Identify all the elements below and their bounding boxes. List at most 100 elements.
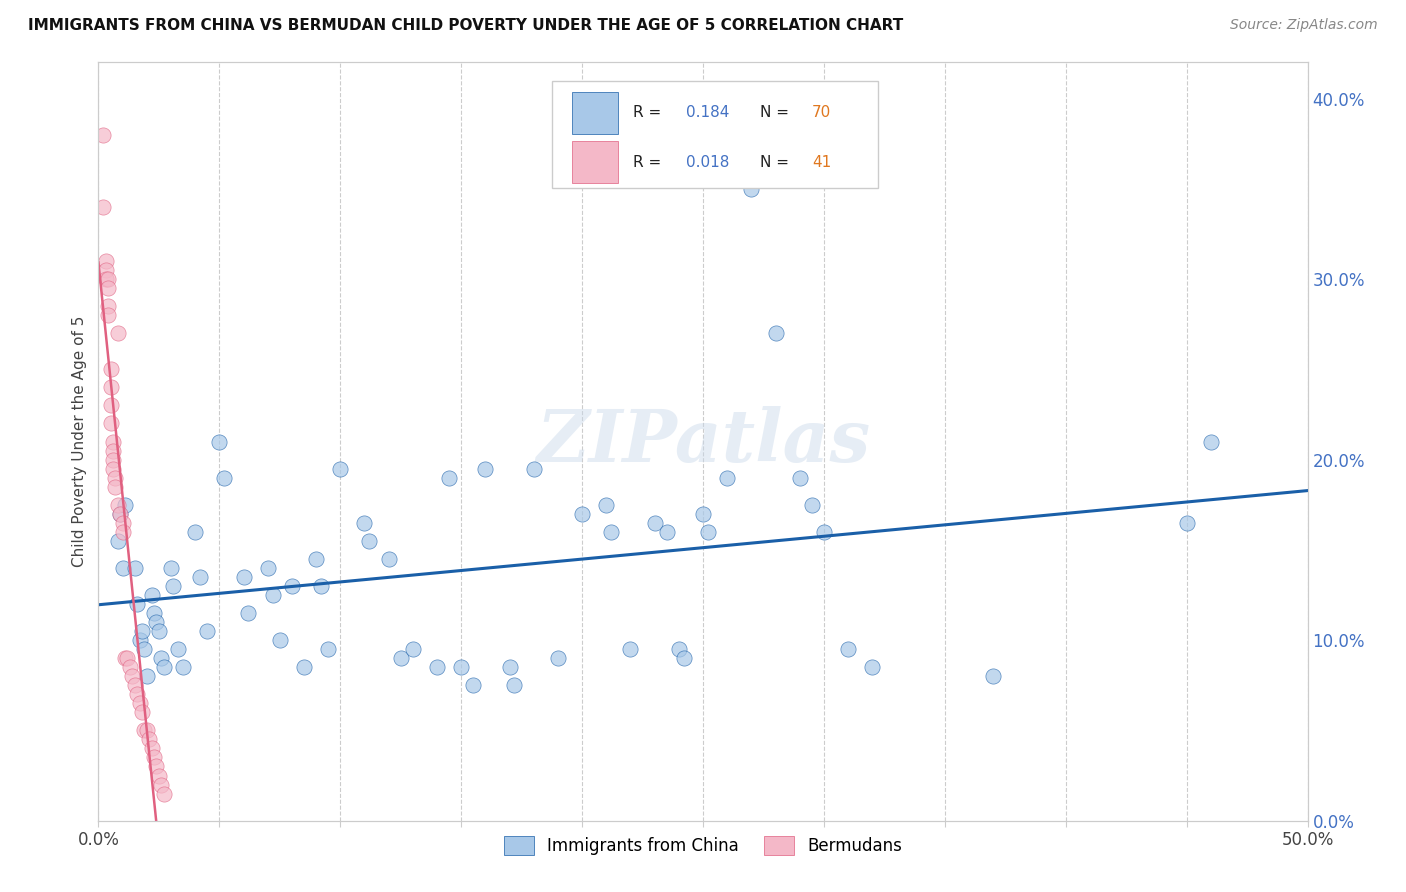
Point: [114, 498, 136, 512]
Point: [329, 461, 352, 475]
FancyBboxPatch shape: [572, 92, 619, 134]
Point: [128, 696, 150, 710]
Point: [134, 723, 156, 738]
Text: ZIPatlas: ZIPatlas: [536, 406, 870, 477]
Text: 0.018: 0.018: [686, 154, 730, 169]
Point: [238, 606, 260, 620]
Point: [463, 678, 485, 692]
Point: [91, 128, 114, 142]
Point: [94, 254, 117, 268]
Point: [145, 759, 167, 773]
FancyBboxPatch shape: [551, 81, 879, 187]
Point: [162, 579, 184, 593]
Point: [152, 787, 174, 801]
Point: [148, 768, 170, 782]
Point: [426, 660, 449, 674]
Point: [97, 299, 120, 313]
Point: [101, 452, 124, 467]
Point: [212, 470, 235, 484]
Point: [437, 470, 460, 484]
Point: [813, 524, 835, 539]
Point: [121, 669, 143, 683]
Point: [107, 498, 129, 512]
Point: [1199, 434, 1222, 449]
Point: [107, 326, 129, 341]
Point: [97, 272, 120, 286]
Point: [100, 362, 122, 376]
Point: [91, 200, 114, 214]
Point: [316, 642, 339, 657]
Point: [402, 642, 425, 657]
Point: [160, 561, 183, 575]
Point: [167, 642, 190, 657]
Point: [124, 678, 146, 692]
Point: [474, 461, 496, 475]
Point: [981, 669, 1004, 683]
Point: [595, 498, 617, 512]
Point: [118, 660, 141, 674]
Point: [668, 642, 690, 657]
Point: [269, 633, 291, 648]
Point: [305, 552, 328, 566]
Point: [104, 480, 127, 494]
Point: [696, 524, 718, 539]
Point: [135, 669, 157, 683]
Point: [100, 399, 122, 413]
Point: [128, 633, 150, 648]
Point: [172, 660, 194, 674]
Point: [800, 498, 823, 512]
Point: [143, 606, 166, 620]
Point: [619, 642, 641, 657]
Text: 41: 41: [811, 154, 831, 169]
Text: IMMIGRANTS FROM CHINA VS BERMUDAN CHILD POVERTY UNDER THE AGE OF 5 CORRELATION C: IMMIGRANTS FROM CHINA VS BERMUDAN CHILD …: [28, 18, 904, 33]
Point: [692, 507, 714, 521]
Point: [644, 516, 666, 530]
Point: [450, 660, 472, 674]
Point: [114, 651, 136, 665]
Point: [94, 272, 117, 286]
Text: R =: R =: [633, 154, 666, 169]
Point: [672, 651, 695, 665]
Point: [188, 570, 211, 584]
Point: [655, 524, 678, 539]
Point: [148, 624, 170, 639]
Y-axis label: Child Poverty Under the Age of 5: Child Poverty Under the Age of 5: [72, 316, 87, 567]
Point: [111, 561, 134, 575]
Point: [571, 507, 593, 521]
Point: [104, 470, 127, 484]
Point: [389, 651, 412, 665]
Point: [503, 678, 526, 692]
Text: 0.184: 0.184: [686, 105, 730, 120]
Point: [292, 660, 315, 674]
Point: [108, 507, 131, 521]
Point: [143, 750, 166, 764]
Point: [94, 263, 117, 277]
Point: [134, 642, 156, 657]
Point: [100, 380, 122, 394]
Text: 70: 70: [811, 105, 831, 120]
Point: [101, 443, 124, 458]
Point: [131, 624, 153, 639]
Point: [359, 533, 381, 548]
Point: [1175, 516, 1198, 530]
Point: [547, 651, 569, 665]
Point: [353, 516, 375, 530]
Text: N =: N =: [759, 154, 794, 169]
Point: [860, 660, 883, 674]
Point: [150, 778, 173, 792]
Point: [208, 434, 231, 449]
Point: [111, 524, 134, 539]
Point: [108, 507, 131, 521]
Legend: Immigrants from China, Bermudans: Immigrants from China, Bermudans: [498, 829, 908, 862]
Point: [232, 570, 254, 584]
Point: [152, 660, 174, 674]
Point: [150, 651, 173, 665]
Point: [195, 624, 218, 639]
Point: [765, 326, 787, 341]
Point: [281, 579, 304, 593]
Point: [600, 524, 623, 539]
Point: [131, 706, 153, 720]
Text: N =: N =: [759, 105, 794, 120]
Point: [124, 561, 146, 575]
Point: [111, 516, 134, 530]
